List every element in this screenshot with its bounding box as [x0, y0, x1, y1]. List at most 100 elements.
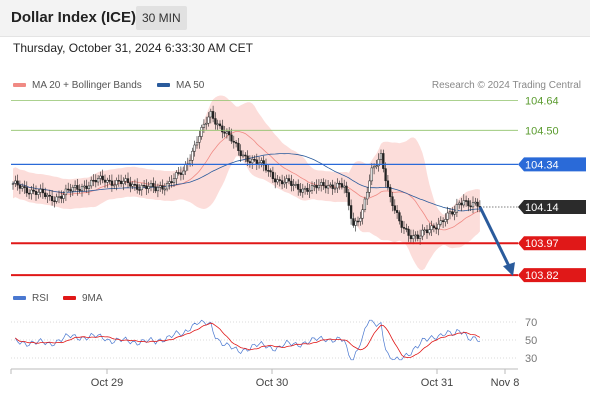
level-support: 103.82 — [11, 268, 586, 283]
candle — [336, 178, 339, 193]
candle — [218, 120, 222, 129]
candle — [110, 174, 114, 192]
candle-body — [14, 180, 17, 184]
forecast-arrow — [478, 206, 515, 277]
level-last: 104.14 — [480, 200, 586, 214]
candle — [221, 119, 224, 139]
candle — [310, 181, 314, 194]
candle — [253, 155, 256, 162]
candle-body — [149, 183, 153, 187]
candle-body — [57, 196, 61, 198]
candle-body — [170, 181, 173, 183]
time-tick-label: Oct 30 — [256, 377, 288, 389]
candle — [83, 180, 86, 192]
candle — [345, 181, 348, 198]
candle-body — [379, 153, 383, 160]
candle — [191, 147, 194, 167]
candle — [393, 199, 396, 214]
candle — [237, 138, 240, 156]
candle-body — [366, 191, 369, 200]
candle-body — [370, 167, 373, 182]
candle-body — [53, 200, 56, 203]
candle — [469, 200, 472, 211]
candle-body — [474, 201, 477, 204]
time-tick-label: Nov 8 — [491, 377, 520, 389]
ma20-legend-label: MA 20 + Bollinger Bands — [32, 80, 142, 91]
forecast-arrow-shaft — [478, 206, 511, 267]
candle-body — [405, 228, 408, 230]
candle — [274, 172, 277, 189]
candle — [239, 144, 242, 162]
candle-body — [108, 179, 111, 182]
support-tag — [518, 236, 586, 251]
candle — [356, 216, 360, 227]
candle — [244, 152, 247, 163]
candle — [30, 186, 33, 200]
candle-body — [168, 181, 171, 184]
candle-body — [184, 164, 187, 172]
candle-body — [198, 136, 201, 143]
pivot-tag — [518, 157, 586, 172]
candle-body — [294, 183, 298, 186]
candle-body — [444, 219, 447, 223]
candle-body — [395, 210, 399, 213]
candle — [113, 180, 116, 190]
candle-body — [21, 186, 24, 189]
candle — [290, 174, 293, 192]
candle — [301, 183, 304, 198]
candle — [446, 206, 449, 224]
candle — [389, 184, 392, 203]
resistance-label: 104.64 — [525, 96, 559, 108]
candle — [145, 179, 148, 195]
candle — [476, 198, 479, 213]
candle-body — [271, 171, 275, 180]
candle — [90, 176, 93, 189]
candle — [430, 220, 433, 236]
candle — [421, 224, 424, 241]
candle-body — [177, 172, 180, 174]
candle-body — [331, 184, 334, 189]
candle-body — [301, 188, 304, 193]
time-tick-label: Oct 31 — [421, 377, 453, 389]
candle — [119, 174, 123, 187]
candle — [329, 182, 332, 189]
candle — [386, 175, 390, 191]
candle-body — [147, 186, 150, 189]
candle — [108, 175, 111, 185]
candle — [317, 179, 321, 191]
candle-body — [216, 123, 219, 126]
candle-body — [359, 217, 362, 222]
candle — [453, 205, 456, 221]
candle — [407, 226, 410, 242]
timeframe-badge[interactable]: 30 MIN — [136, 6, 187, 30]
candle-body — [345, 185, 348, 193]
candle — [315, 179, 318, 194]
candle — [216, 119, 219, 130]
candle — [172, 173, 176, 187]
candle-body — [458, 202, 461, 205]
candle-body — [467, 200, 470, 207]
candle-body — [50, 196, 54, 202]
candle-body — [285, 178, 288, 183]
candle — [85, 179, 88, 193]
candle-body — [182, 170, 185, 175]
candle-body — [437, 223, 440, 230]
candle-body — [421, 229, 424, 237]
candle-body — [322, 182, 325, 187]
bollinger-band-area — [13, 95, 480, 271]
candle — [400, 215, 403, 233]
candle — [359, 211, 362, 226]
candle — [398, 210, 401, 225]
candle-body — [69, 189, 72, 192]
candle — [287, 174, 291, 185]
candle — [324, 179, 327, 194]
candle-body — [163, 188, 166, 191]
candle-body — [287, 178, 291, 182]
candle-body — [336, 182, 339, 189]
candle — [140, 183, 143, 196]
legend-rsi: RSI — [13, 293, 49, 304]
ma50-legend-swatch — [157, 83, 170, 88]
legend-ma20-bollinger: MA 20 + Bollinger Bands — [13, 80, 142, 91]
candle-body — [46, 194, 49, 197]
